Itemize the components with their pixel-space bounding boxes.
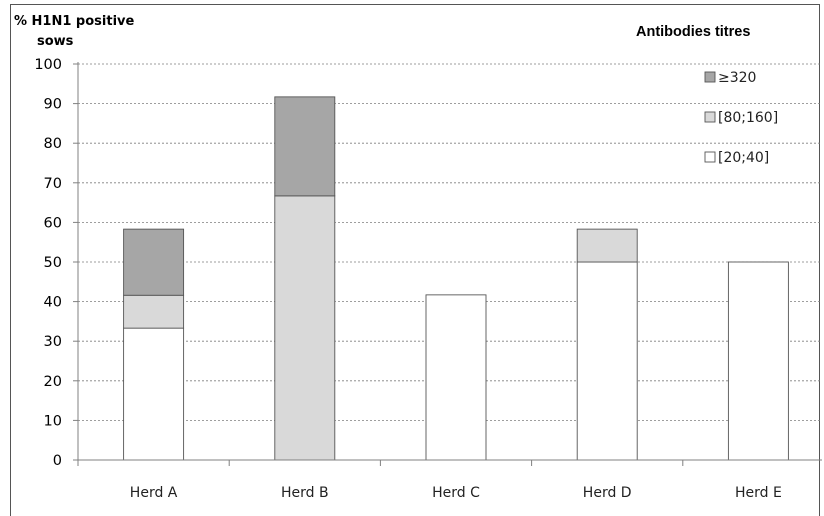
x-tick-labels: Herd A Herd B Herd C Herd D Herd E: [130, 485, 782, 501]
y-axis-label-line2: sows: [37, 34, 74, 49]
legend-swatch: [704, 71, 716, 83]
y-axis-label-line1: % H1N1 positive: [14, 14, 135, 29]
x-tick-label: Herd B: [281, 485, 329, 501]
bar-segment: [576, 261, 638, 461]
y-tick-label: 10: [44, 413, 62, 429]
y-tick-label: 50: [44, 255, 62, 271]
y-tick-label: 80: [44, 136, 62, 152]
y-tick-label: 40: [44, 295, 62, 311]
x-tick-label: Herd A: [130, 485, 178, 501]
x-tick-label: Herd E: [735, 485, 782, 501]
bar-segment: [123, 327, 185, 461]
y-tick-label: 70: [44, 176, 62, 192]
bars: [123, 96, 789, 461]
x-tick-label: Herd C: [432, 485, 480, 501]
legend-label: [20;40]: [718, 150, 769, 166]
y-tick-label: 90: [44, 97, 62, 113]
legend: ≥320 [80;160] [20;40]: [704, 70, 778, 166]
chart-frame: [10, 4, 820, 516]
bar-segment: [576, 228, 638, 263]
bar-segment: [727, 261, 789, 461]
y-tick-label: 0: [53, 453, 62, 469]
axes: [73, 62, 822, 466]
bar-segment: [123, 228, 185, 296]
legend-label: [80;160]: [718, 110, 778, 126]
y-tick-label: 60: [44, 215, 62, 231]
bar-segment: [274, 195, 336, 461]
y-tick-labels: 0 10 20 30 40 50 60 70 80 90 100: [34, 57, 62, 469]
bar-segment: [123, 294, 185, 329]
legend-title: Antibodies titres: [636, 24, 750, 40]
bar-segment: [425, 294, 487, 461]
bar-segment: [274, 96, 336, 197]
y-tick-label: 100: [34, 57, 62, 73]
y-tick-label: 20: [44, 374, 62, 390]
y-tick-label: 30: [44, 334, 62, 350]
legend-swatch: [704, 111, 716, 123]
legend-label: ≥320: [718, 70, 756, 86]
x-tick-label: Herd D: [583, 485, 632, 501]
legend-swatch: [704, 151, 716, 163]
